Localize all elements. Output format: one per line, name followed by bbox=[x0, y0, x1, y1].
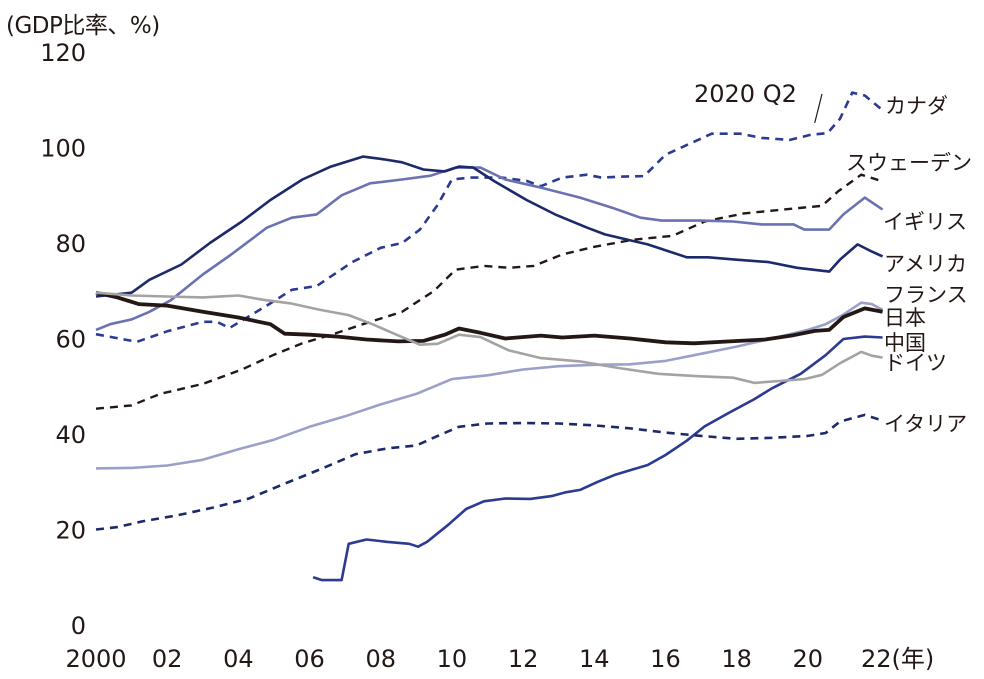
x-tick-label: 06 bbox=[294, 645, 325, 673]
series-line-5 bbox=[95, 290, 883, 346]
series-line-0 bbox=[95, 91, 884, 344]
series-line-4 bbox=[95, 301, 884, 470]
y-tick-label: 120 bbox=[40, 39, 86, 67]
series-label: スウェーデン bbox=[846, 151, 972, 175]
x-tick-label: 22(年) bbox=[861, 645, 934, 673]
x-tick-label: 04 bbox=[223, 645, 254, 673]
series-label: イギリス bbox=[883, 210, 967, 234]
series-label: カナダ bbox=[885, 94, 948, 118]
x-tick-label: 14 bbox=[579, 645, 610, 673]
annotation-label: 2020 Q2 bbox=[694, 80, 797, 108]
x-tick-label: 08 bbox=[365, 645, 396, 673]
x-axis-ticks: 2000 02 04 06 08 10 12 14 16 18 20 22(年) bbox=[65, 645, 934, 673]
y-tick-label: 20 bbox=[55, 517, 86, 545]
y-tick-label: 100 bbox=[40, 135, 86, 163]
series-line-1 bbox=[95, 173, 883, 410]
series-label: アメリカ bbox=[884, 252, 967, 276]
y-tick-label: 40 bbox=[55, 421, 86, 449]
series-label: フランス bbox=[884, 283, 968, 307]
y-tick-label: 60 bbox=[55, 326, 86, 354]
x-tick-label: 02 bbox=[152, 645, 183, 673]
x-tick-label: 10 bbox=[437, 645, 468, 673]
series-line-8 bbox=[95, 413, 883, 531]
series-label: イタリア bbox=[884, 412, 967, 436]
x-tick-label: 2000 bbox=[65, 645, 126, 673]
series-label: 日本 bbox=[884, 306, 926, 330]
annotation-leader-line bbox=[814, 93, 823, 123]
x-tick-label: 12 bbox=[508, 645, 539, 673]
annotations: 2020 Q2 bbox=[694, 80, 823, 123]
y-axis-ticks: 0 20 40 60 80 100 120 bbox=[40, 39, 86, 640]
series-label: ドイツ bbox=[884, 351, 947, 375]
y-axis-unit-label: (GDP比率、%) bbox=[6, 13, 160, 39]
x-tick-label: 20 bbox=[793, 645, 824, 673]
series-line-6 bbox=[312, 335, 883, 582]
y-tick-label: 80 bbox=[55, 230, 86, 258]
y-tick-label: 0 bbox=[71, 612, 86, 640]
series-lines bbox=[95, 91, 884, 582]
series-line-2 bbox=[95, 166, 884, 332]
series-line-3 bbox=[95, 155, 884, 298]
series-line-7 bbox=[95, 291, 883, 385]
x-tick-label: 16 bbox=[650, 645, 681, 673]
x-tick-label: 18 bbox=[721, 645, 752, 673]
series-label: 中国 bbox=[884, 331, 926, 355]
